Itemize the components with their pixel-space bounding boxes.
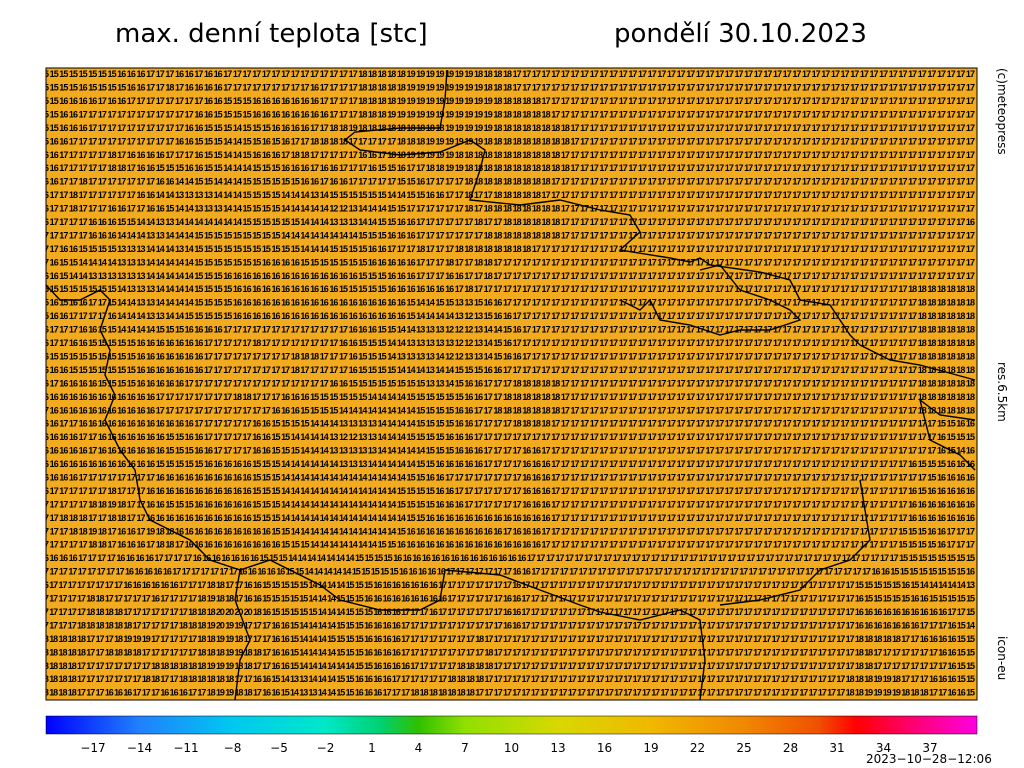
colorbar-label: −8 xyxy=(224,741,242,755)
value-row: 16 17 17 17 16 16 15 15 14 14 14 14 15 1… xyxy=(40,325,975,335)
value-row: 17 17 17 17 17 18 18 17 16 16 16 17 18 1… xyxy=(40,540,975,550)
value-row: 16 16 16 16 17 17 17 17 16 16 16 16 17 1… xyxy=(40,553,975,563)
value-row: 17 17 17 17 18 18 18 18 18 18 17 17 17 1… xyxy=(40,620,975,630)
country-border xyxy=(719,398,976,606)
colorbar-label: −17 xyxy=(80,741,105,755)
value-row: 16 16 16 16 17 17 16 16 16 16 16 16 16 1… xyxy=(40,432,975,442)
country-border xyxy=(234,569,251,700)
value-row: 15 16 15 16 16 17 17 15 14 14 13 13 14 1… xyxy=(40,298,975,308)
value-row: 15 15 16 16 16 17 17 17 17 17 17 17 17 1… xyxy=(40,123,975,133)
value-row: 16 16 17 17 17 17 17 18 17 16 16 16 16 1… xyxy=(40,150,975,160)
map-date: pondělí 30.10.2023 xyxy=(614,19,867,49)
value-row: 16 17 17 18 17 17 17 16 16 17 17 16 16 1… xyxy=(40,204,975,214)
value-row: 16 16 16 16 16 16 16 16 16 16 16 16 15 1… xyxy=(40,459,975,469)
value-row: 15 15 15 15 15 15 15 15 16 16 16 17 17 1… xyxy=(40,69,975,79)
value-row: 17 16 16 16 16 16 16 16 16 16 16 16 17 1… xyxy=(40,405,975,415)
value-row: 16 17 17 17 17 17 17 18 17 17 17 16 16 1… xyxy=(40,486,975,496)
value-row: 17 16 15 15 14 14 14 14 13 13 13 14 14 1… xyxy=(40,257,975,267)
colorbar-label: 10 xyxy=(504,741,519,755)
colorbar-label: 7 xyxy=(461,741,469,755)
colorbar-label: 34 xyxy=(876,741,891,755)
value-row: 16 16 16 15 15 15 15 15 15 15 16 16 16 1… xyxy=(40,365,975,375)
country-border xyxy=(46,284,706,700)
map-area xyxy=(45,67,978,701)
value-row: 16 16 15 14 14 13 13 13 13 13 13 14 14 1… xyxy=(40,271,975,281)
colorbar-label: 37 xyxy=(922,741,937,755)
country-border xyxy=(343,69,976,381)
value-row: 15 15 15 15 16 15 15 15 15 16 16 17 17 1… xyxy=(40,83,975,93)
borders xyxy=(46,69,976,700)
value-grid: 15 15 15 15 15 15 15 15 16 16 16 17 17 1… xyxy=(40,69,975,698)
colorbar-label: 31 xyxy=(829,741,844,755)
value-row: 17 17 17 17 17 16 16 16 14 14 14 13 13 1… xyxy=(40,230,975,240)
value-row: 15 15 16 16 16 16 17 16 16 17 17 17 17 1… xyxy=(40,96,975,106)
value-row: 17 17 17 18 18 19 18 17 16 16 17 19 18 1… xyxy=(40,526,975,536)
resolution: res.6.5km xyxy=(995,362,1009,422)
colorbar-label: −14 xyxy=(127,741,152,755)
value-row: 18 18 18 18 18 17 17 17 18 19 19 19 17 1… xyxy=(40,634,975,644)
value-row: 18 18 18 18 18 17 17 18 18 18 18 17 17 1… xyxy=(40,647,975,657)
colorbar-label: 4 xyxy=(415,741,423,755)
value-row: 16 16 17 17 16 16 16 16 16 16 16 16 16 1… xyxy=(40,419,975,429)
colorbar-label: −2 xyxy=(317,741,335,755)
copyright: (c)meteopress xyxy=(995,68,1009,155)
value-row: 15 15 15 15 15 15 15 15 14 13 13 13 14 1… xyxy=(40,284,975,294)
colorbar-label: 1 xyxy=(368,741,376,755)
value-row: 18 18 18 18 17 17 17 16 16 16 17 17 17 1… xyxy=(40,688,975,698)
value-row: 17 17 18 18 18 17 17 18 18 17 17 16 16 1… xyxy=(40,513,975,523)
value-row: 18 18 18 18 17 17 17 17 17 17 17 17 18 1… xyxy=(40,661,975,671)
colorbar-label: 19 xyxy=(643,741,658,755)
colorbar-label: 28 xyxy=(783,741,798,755)
value-row: 17 17 17 17 17 18 18 17 17 17 17 17 16 1… xyxy=(40,594,975,604)
value-row: 16 17 17 17 17 17 17 17 17 16 16 16 16 1… xyxy=(40,580,975,590)
value-row: 15 16 16 17 17 17 17 16 14 14 14 13 13 1… xyxy=(40,311,975,321)
value-row: 16 16 17 17 18 17 17 17 17 17 17 17 16 1… xyxy=(40,177,975,187)
value-row: 16 15 15 15 15 15 15 15 15 15 16 16 16 1… xyxy=(40,351,975,361)
value-row: 16 16 17 17 17 17 17 18 18 17 16 16 15 1… xyxy=(40,163,975,173)
colorbar-labels: −17 −14 −11 −8 −5 −2 1 4 7 10 13 16 19 22 25 28 31 34 37 xyxy=(80,741,937,755)
colorbar-label: 16 xyxy=(597,741,612,755)
colorbar-label: −11 xyxy=(173,741,198,755)
value-row: 17 17 17 17 17 18 18 19 18 17 17 16 16 1… xyxy=(40,499,975,509)
value-row: 16 17 17 17 17 16 16 16 15 15 14 14 13 1… xyxy=(40,217,975,227)
timestamp: 2023−10−28−12:06 xyxy=(866,752,992,766)
value-row: 16 17 17 18 17 17 17 17 17 17 16 16 14 1… xyxy=(40,190,975,200)
value-row: 16 16 16 16 16 17 16 16 16 16 16 16 16 1… xyxy=(40,446,975,456)
colorbar xyxy=(45,715,978,735)
value-row: 16 16 16 16 16 16 16 16 16 16 16 16 17 1… xyxy=(40,392,975,402)
value-row: 16 16 16 16 17 17 17 17 17 17 17 17 16 1… xyxy=(40,473,975,483)
value-row: 16 17 17 16 16 15 15 15 15 15 16 16 16 1… xyxy=(40,338,975,348)
colorbar-label: 13 xyxy=(550,741,565,755)
model: icon-eu xyxy=(995,636,1009,680)
value-row: 15 15 16 16 17 17 17 17 17 17 17 17 17 1… xyxy=(40,109,975,119)
value-row: 18 18 18 18 17 17 17 17 17 17 17 18 18 1… xyxy=(40,674,975,684)
map-title: max. denní teplota [stc] xyxy=(115,19,428,49)
country-border xyxy=(619,264,802,336)
colorbar-label: −5 xyxy=(270,741,288,755)
value-row: 16 17 16 16 16 16 15 15 15 15 16 16 16 1… xyxy=(40,378,975,388)
colorbar-label: 22 xyxy=(690,741,705,755)
value-row: 15 16 16 17 17 17 17 17 17 17 17 17 17 1… xyxy=(40,136,975,146)
value-row: 17 17 16 16 15 15 15 15 13 13 13 14 14 1… xyxy=(40,244,975,254)
colorbar-label: 25 xyxy=(736,741,751,755)
value-row: 17 17 17 17 17 18 18 18 18 17 17 17 17 1… xyxy=(40,607,975,617)
value-row: 17 17 17 17 17 17 17 17 17 16 16 16 16 1… xyxy=(40,567,975,577)
